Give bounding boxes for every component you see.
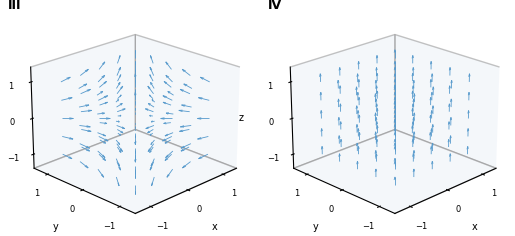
Text: IV: IV — [267, 0, 282, 13]
Y-axis label: y: y — [53, 222, 59, 232]
Text: III: III — [8, 0, 22, 13]
X-axis label: x: x — [472, 222, 477, 232]
Y-axis label: y: y — [313, 222, 318, 232]
X-axis label: x: x — [212, 222, 218, 232]
